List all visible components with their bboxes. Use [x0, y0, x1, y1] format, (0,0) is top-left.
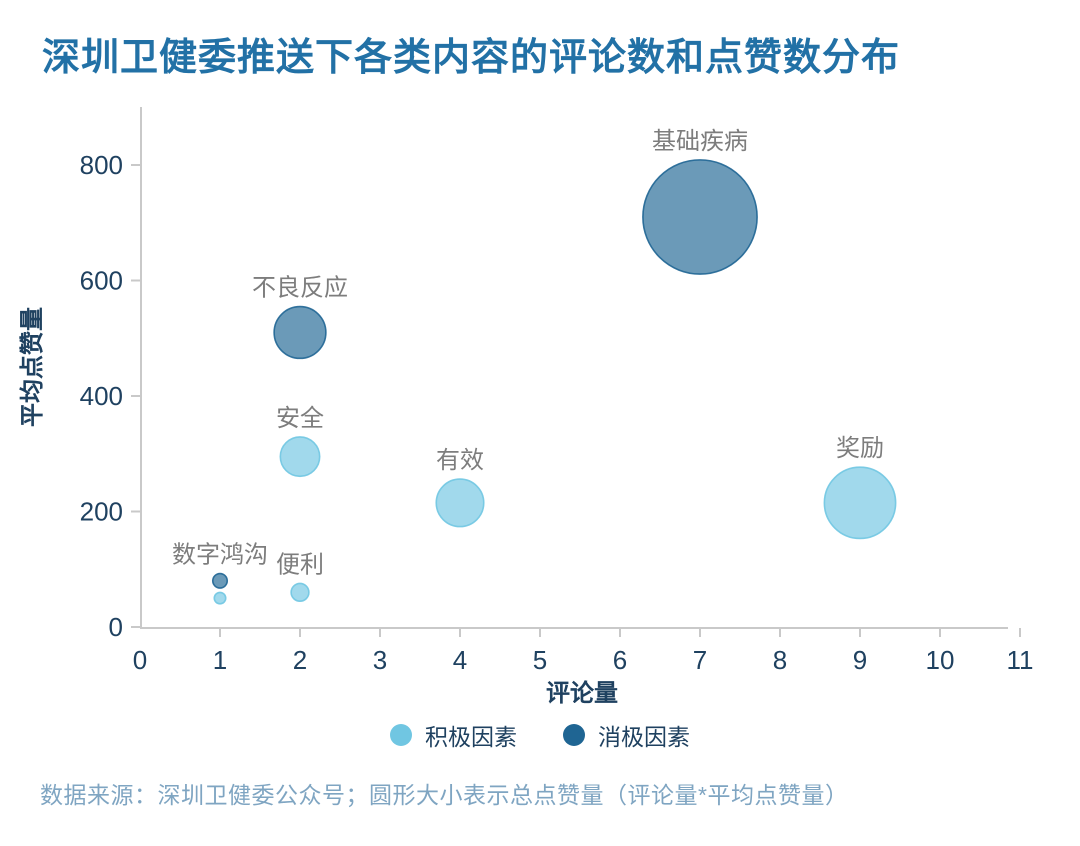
bubble-label: 奖励 — [836, 435, 884, 462]
positive-legend-dot-icon — [390, 724, 412, 746]
bubble-label: 不良反应 — [252, 275, 348, 302]
chart-title: 深圳卫健委推送下各类内容的评论数和点赞数分布 — [42, 37, 901, 79]
y-tick-label: 200 — [80, 497, 123, 527]
y-tick-label: 600 — [80, 266, 123, 296]
bubble-便利[interactable] — [290, 582, 310, 603]
bubble-基础疾病[interactable] — [642, 159, 758, 275]
x-tick-label: 7 — [693, 645, 707, 675]
legend-item-negative[interactable]: 消极因素 — [563, 718, 690, 752]
bubble-label: 基础疾病 — [652, 128, 748, 155]
x-tick-label: 6 — [613, 645, 627, 675]
y-tick-label: 400 — [80, 381, 123, 411]
x-tick-label: 1 — [213, 645, 227, 675]
data-source-note: 数据来源：深圳卫健委公众号；圆形大小表示总点赞量（评论量*平均点赞量） — [40, 782, 849, 808]
bubble-label: 便利 — [276, 551, 324, 578]
bubble-有效[interactable] — [435, 478, 485, 528]
legend-item-label: 积极因素 — [425, 724, 517, 750]
x-tick-label: 8 — [773, 645, 787, 675]
negative-legend-dot-icon — [563, 724, 585, 746]
x-tick-label: 4 — [453, 645, 467, 675]
bubble-unlabeled[interactable] — [213, 591, 227, 605]
x-tick-label: 9 — [853, 645, 867, 675]
bubble-label: 有效 — [436, 447, 484, 474]
x-axis-title: 评论量 — [546, 679, 618, 707]
legend-item-positive[interactable]: 积极因素 — [390, 718, 517, 752]
y-axis-title: 平均点赞量 — [18, 307, 46, 427]
x-tick-label: 11 — [1007, 645, 1034, 675]
x-tick-label: 3 — [373, 645, 387, 675]
bubble-不良反应[interactable] — [273, 305, 327, 360]
bubble-label: 安全 — [276, 405, 324, 432]
bubble-label: 数字鸿沟 — [172, 542, 268, 569]
x-tick-label: 5 — [533, 645, 547, 675]
legend: 积极因素 消极因素 — [0, 718, 1080, 752]
y-tick-label: 0 — [109, 612, 123, 642]
bubble-数字鸿沟[interactable] — [211, 572, 229, 589]
x-tick-label: 10 — [926, 645, 955, 675]
x-tick-label: 0 — [133, 645, 147, 675]
legend-item-label: 消极因素 — [598, 724, 690, 750]
bubble-安全[interactable] — [279, 436, 321, 478]
x-tick-label: 2 — [293, 645, 307, 675]
bubble-奖励[interactable] — [823, 466, 897, 540]
y-tick-label: 800 — [80, 150, 123, 180]
